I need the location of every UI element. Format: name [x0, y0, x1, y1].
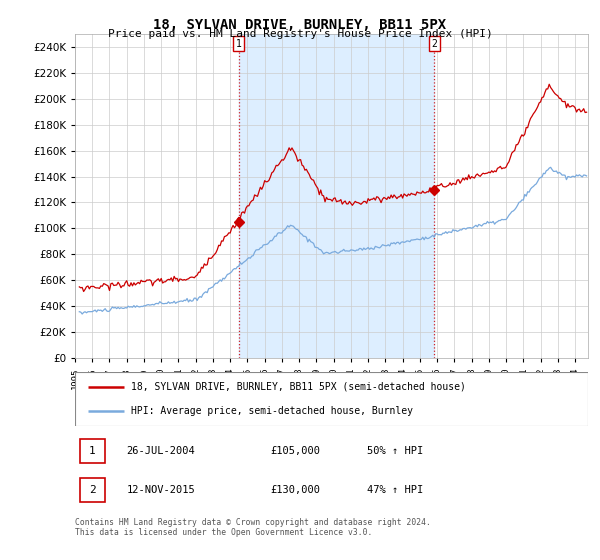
Text: £130,000: £130,000	[270, 485, 320, 495]
Bar	[80, 439, 105, 463]
Text: Price paid vs. HM Land Registry's House Price Index (HPI): Price paid vs. HM Land Registry's House …	[107, 29, 493, 39]
Text: HPI: Average price, semi-detached house, Burnley: HPI: Average price, semi-detached house,…	[131, 406, 413, 416]
Text: 26-JUL-2004: 26-JUL-2004	[127, 446, 195, 456]
Bar	[239, 34, 434, 358]
Bar	[80, 478, 105, 502]
Text: 18, SYLVAN DRIVE, BURNLEY, BB11 5PX: 18, SYLVAN DRIVE, BURNLEY, BB11 5PX	[154, 18, 446, 32]
Text: 1: 1	[89, 446, 96, 456]
Text: 12-NOV-2015: 12-NOV-2015	[127, 485, 195, 495]
Text: 47% ↑ HPI: 47% ↑ HPI	[367, 485, 424, 495]
Text: Contains HM Land Registry data © Crown copyright and database right 2024.
This d: Contains HM Land Registry data © Crown c…	[75, 518, 431, 538]
Text: 18, SYLVAN DRIVE, BURNLEY, BB11 5PX (semi-detached house): 18, SYLVAN DRIVE, BURNLEY, BB11 5PX (sem…	[131, 382, 466, 392]
Text: 50% ↑ HPI: 50% ↑ HPI	[367, 446, 424, 456]
Text: £105,000: £105,000	[270, 446, 320, 456]
Text: 2: 2	[431, 39, 437, 49]
Text: 1: 1	[236, 39, 242, 49]
Text: 2: 2	[89, 485, 96, 495]
